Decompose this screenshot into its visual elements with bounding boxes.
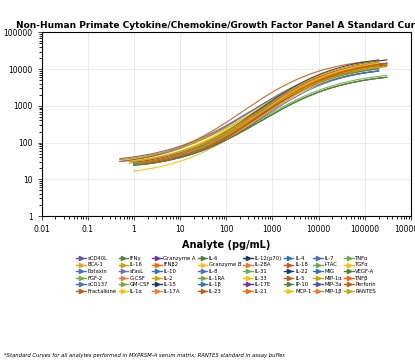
Legend: sCD40L, BCA-1, Eotaxin, FGF-2, sCD137, Fractalkine, IFNγ, IL-16, sFasL, G-CSF, G: sCD40L, BCA-1, Eotaxin, FGF-2, sCD137, F… xyxy=(76,255,377,294)
Title: Non-Human Primate Cytokine/Chemokine/Growth Factor Panel A Standard Curves*: Non-Human Primate Cytokine/Chemokine/Gro… xyxy=(15,21,415,30)
Text: *Standard Curves for all analytes performed in MXPRSM-A serum matrix; RANTES sta: *Standard Curves for all analytes perfor… xyxy=(4,353,286,358)
X-axis label: Analyte (pg/mL): Analyte (pg/mL) xyxy=(182,240,270,249)
